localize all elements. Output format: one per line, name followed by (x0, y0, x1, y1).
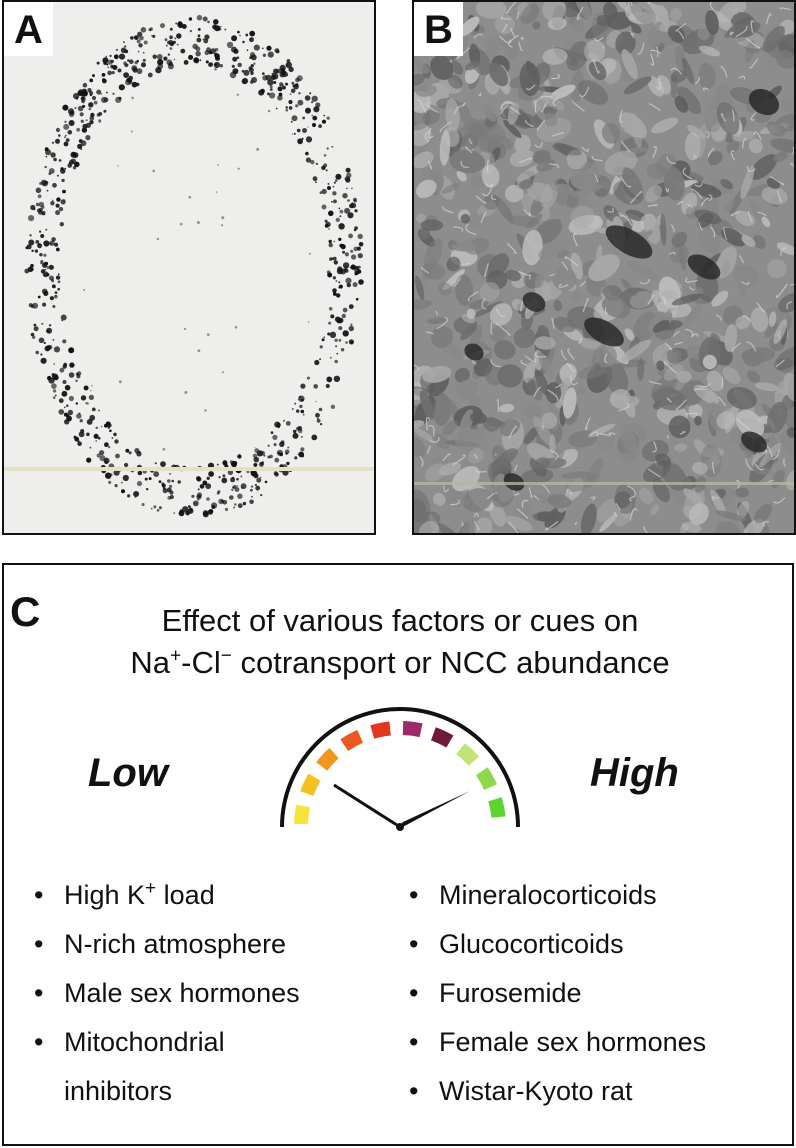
gauge-segment (456, 743, 480, 766)
high-factor-item: Female sex hormones (409, 1018, 789, 1067)
stained-cell-dots (24, 14, 364, 518)
panel-c-title-line1: Effect of various factors or cues on (161, 603, 639, 638)
panel-a-image (4, 14, 374, 518)
low-factor-item: High K+ load (34, 871, 394, 920)
gauge-arc (280, 707, 520, 828)
panel-a-letter: A (4, 2, 53, 56)
scale-high-label: High (590, 751, 679, 795)
panel-c-letter: C (10, 588, 41, 635)
title-sup-minus: − (220, 645, 232, 667)
high-factor-item: Furosemide (409, 969, 789, 1018)
gauge-hand-long (397, 791, 470, 830)
gauge-segment (294, 804, 311, 825)
gauge-segment (402, 721, 423, 738)
panel-b-letter: B (414, 2, 463, 56)
panel-a-micrograph: A (2, 0, 376, 535)
gauge-hand-short (333, 783, 401, 829)
gauge-pivot (396, 823, 404, 831)
tissue-texture (414, 2, 794, 533)
gauge-dial (280, 707, 520, 831)
panel-c-diagram: C Effect of various factors or cues on N… (2, 563, 794, 1146)
title-na: Na (130, 645, 171, 680)
gauge-segment (300, 773, 321, 796)
high-factors-list: Mineralocorticoids Glucocorticoids Furos… (409, 871, 789, 1116)
title-rest: cotransport or NCC abundance (231, 645, 670, 680)
high-factor-item: Wistar-Kyoto rat (409, 1067, 789, 1116)
high-factor-item: Mineralocorticoids (409, 871, 789, 920)
title-sup-plus: + (170, 645, 182, 667)
gauge-segment (476, 767, 497, 790)
title-cl: -Cl (181, 645, 221, 680)
gauge-segment (488, 797, 506, 818)
low-factor-continuation: inhibitors (64, 1076, 173, 1106)
gauge-segment (431, 727, 454, 748)
gauge-segment (370, 721, 391, 739)
scale-low-label: Low (88, 751, 168, 795)
high-factor-item: Glucocorticoids (409, 920, 789, 969)
panel-b-micrograph: B (412, 0, 796, 535)
low-factors-list: High K+ load N-rich atmosphere Male sex … (34, 871, 394, 1116)
gauge-segment (316, 747, 339, 771)
low-factor-item: N-rich atmosphere (34, 920, 394, 969)
panel-c-title-line2: Na+-Cl− cotransport or NCC abundance (4, 643, 792, 683)
gauge-segment (340, 730, 363, 751)
panel-b-image (414, 2, 794, 533)
low-factor-item: Male sex hormones (34, 969, 394, 1018)
